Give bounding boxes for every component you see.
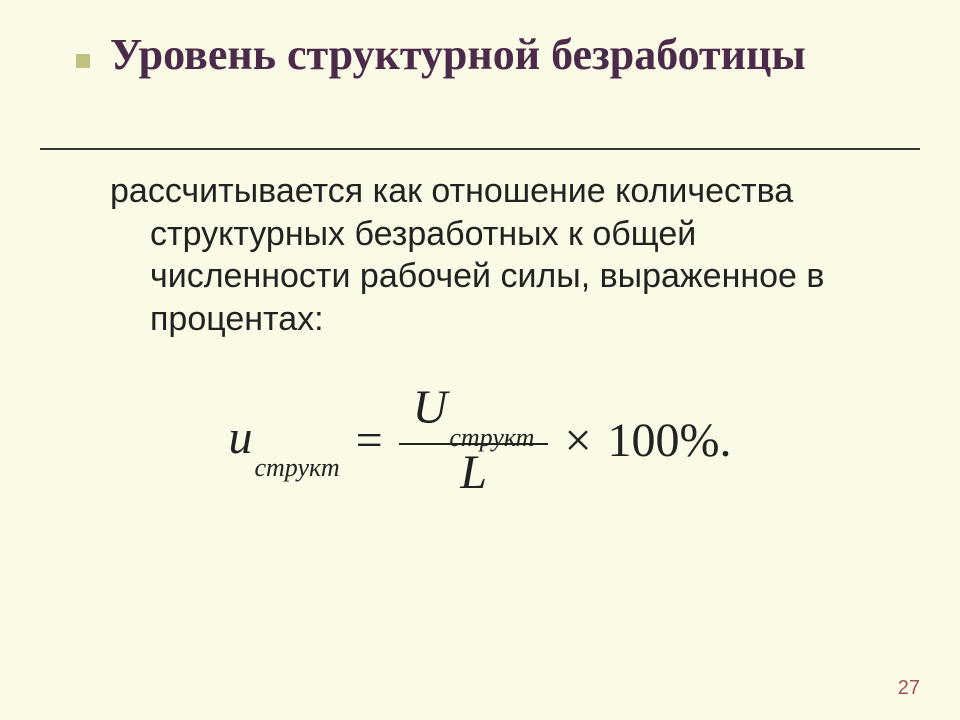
fraction: Uструкт L (399, 380, 549, 501)
body-paragraph: рассчитывается как отношение количества … (110, 170, 880, 340)
numerator-subscript: структ (449, 423, 534, 452)
lhs-subscript: структ (254, 453, 339, 482)
slide-title: Уровень структурной безработицы (110, 30, 870, 81)
horizontal-rule (40, 148, 920, 150)
numerator: Uструкт (399, 380, 549, 443)
numerator-var: U (413, 381, 448, 434)
body-text: рассчитывается как отношение количества … (110, 170, 880, 340)
lhs: uструкт (228, 410, 339, 471)
title-bullet-icon (76, 54, 90, 68)
denominator: L (446, 445, 501, 501)
formula-row: uструкт = Uструкт L × 100%. (228, 380, 731, 501)
times-sign: × (564, 413, 591, 468)
slide: Уровень структурной безработицы рассчиты… (0, 0, 960, 720)
lhs-var: u (228, 411, 252, 464)
page-number: 27 (898, 677, 920, 700)
equals-sign: = (356, 413, 383, 468)
formula: uструкт = Uструкт L × 100%. (0, 380, 960, 501)
constant: 100%. (608, 413, 732, 468)
